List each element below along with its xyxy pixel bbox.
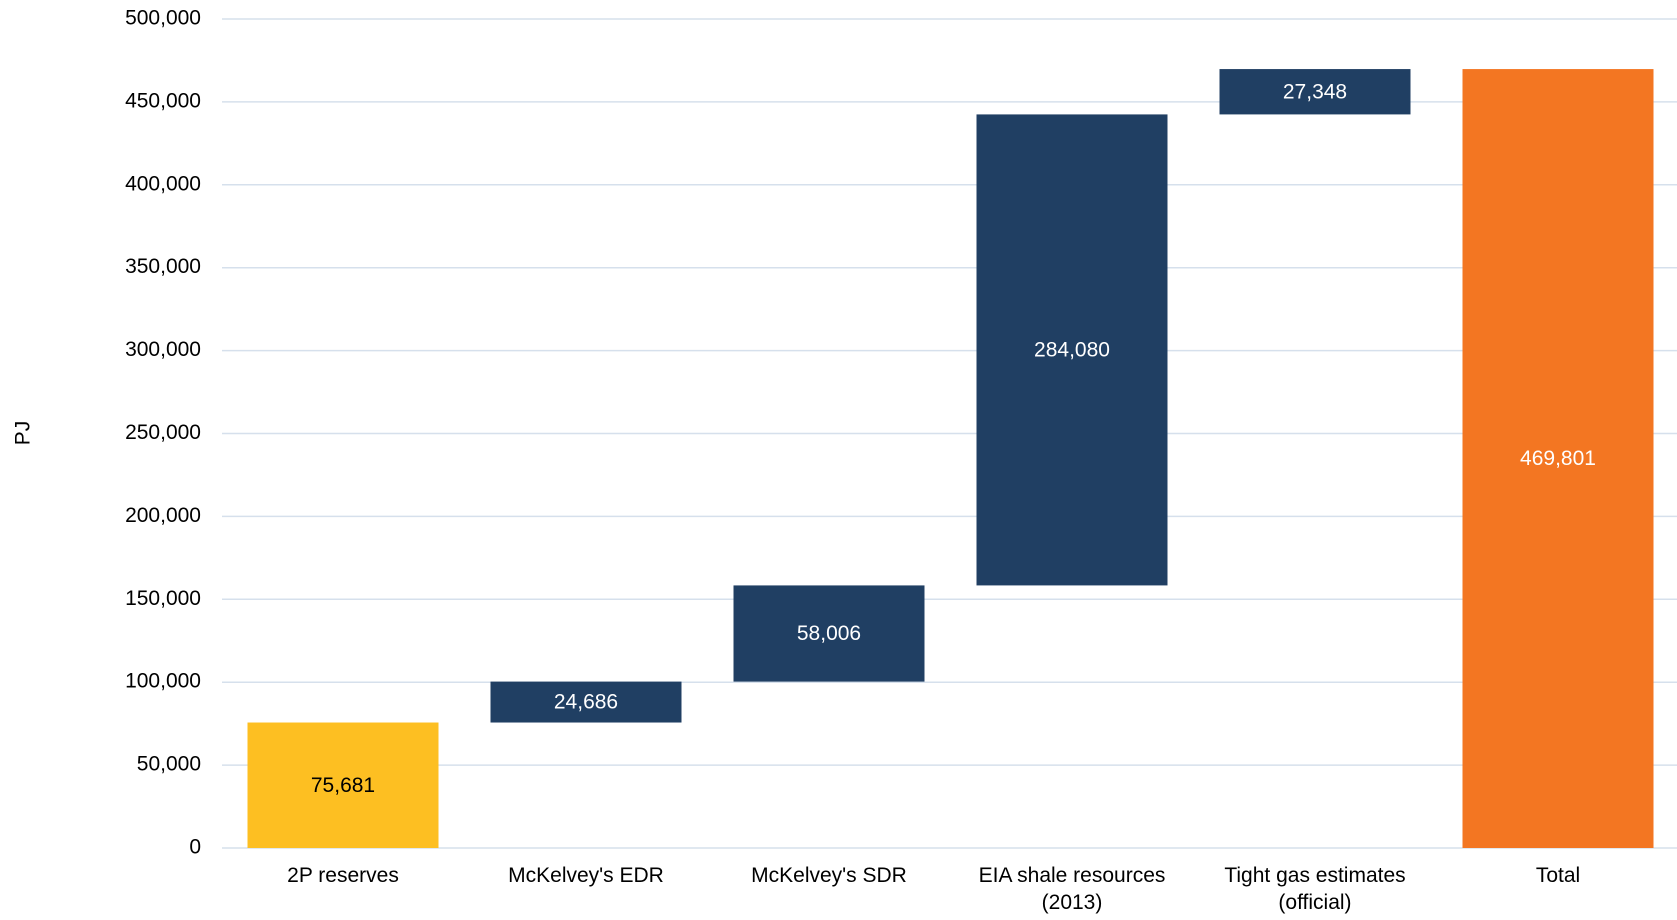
- y-tick-label: 200,000: [125, 504, 201, 527]
- y-tick-label: 250,000: [125, 421, 201, 444]
- x-tick-label: EIA shale resources (2013): [978, 864, 1166, 914]
- y-tick-label: 350,000: [125, 255, 201, 278]
- value-label: 27,348: [1283, 80, 1347, 103]
- y-tick-label: 500,000: [125, 7, 201, 30]
- bar: [976, 114, 1168, 586]
- x-tick-label: Tight gas estimates (official): [1224, 864, 1406, 914]
- y-tick-label: 150,000: [125, 587, 201, 610]
- x-tick-label: McKelvey's SDR: [751, 864, 907, 887]
- y-tick-label: 450,000: [125, 89, 201, 112]
- x-tick-label: Total: [1535, 864, 1581, 887]
- bar: [1462, 69, 1654, 848]
- value-label: 469,801: [1520, 447, 1596, 470]
- y-tick-label: 50,000: [137, 753, 201, 776]
- value-label: 24,686: [554, 691, 618, 714]
- y-tick-label: 300,000: [125, 338, 201, 361]
- value-label: 75,681: [311, 774, 375, 797]
- bar: [1219, 69, 1411, 115]
- y-tick-label: 0: [189, 836, 201, 859]
- x-tick-label: 2P reserves: [287, 864, 399, 887]
- y-tick-label: 400,000: [125, 172, 201, 195]
- value-label: 284,080: [1034, 338, 1110, 361]
- y-axis-label: PJ: [12, 421, 35, 446]
- bar: [490, 681, 682, 723]
- x-tick-label: McKelvey's EDR: [508, 864, 664, 887]
- bar: [733, 585, 925, 682]
- value-label: 58,006: [797, 622, 861, 645]
- y-tick-label: 100,000: [125, 670, 201, 693]
- bar: [247, 722, 439, 848]
